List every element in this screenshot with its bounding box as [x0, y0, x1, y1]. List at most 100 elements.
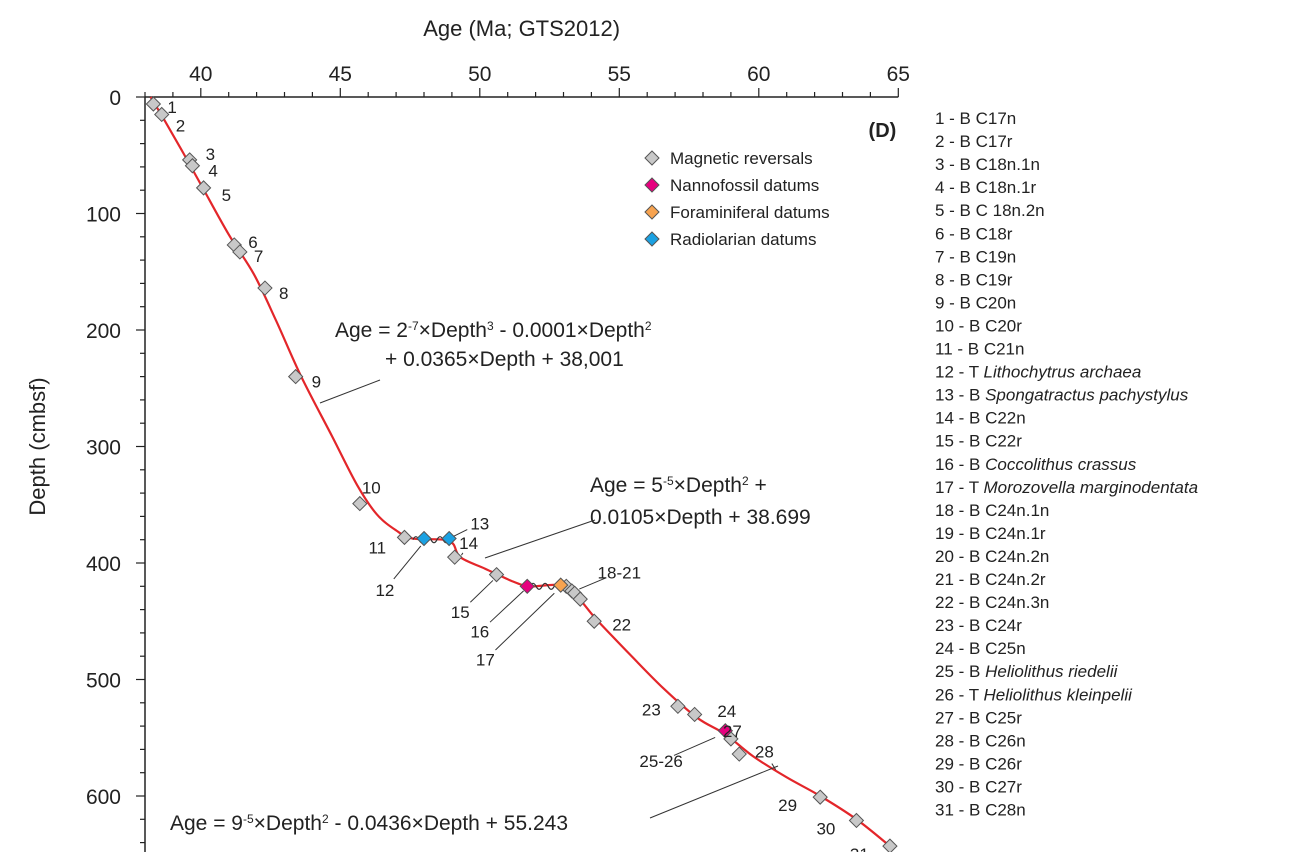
x-tick-label: 60 — [747, 63, 770, 86]
data-point — [553, 577, 569, 593]
datum-text: 18 - B C24n.1n — [935, 501, 1049, 520]
data-point — [257, 280, 273, 296]
data-point — [446, 549, 463, 565]
point-label: 22 — [612, 615, 631, 634]
datum-taxon: Lithochytrus archaea — [984, 363, 1142, 382]
legend-label: Nannofossil datums — [670, 176, 819, 195]
datum-text: 6 - B C18r — [935, 224, 1013, 243]
leader-line — [489, 590, 524, 623]
equation-part: Age = 2 — [335, 319, 408, 342]
datum-text: 22 - B C24n.3n — [935, 593, 1049, 612]
equation-part: -7 — [408, 319, 419, 333]
equation-leader — [484, 519, 596, 559]
datum-text: 27 - B C25r — [935, 708, 1022, 727]
datum-text: 21 - B C24n.2r — [935, 570, 1046, 589]
point-label: 27 — [723, 722, 742, 741]
data-point — [232, 244, 248, 260]
datum-text: 30 - B C27r — [935, 777, 1022, 796]
point-label: 5 — [222, 186, 231, 205]
datum-list-item: 1 - B C17n — [935, 109, 1016, 128]
data-point — [812, 789, 828, 805]
y-tick-label: 500 — [86, 670, 121, 693]
datum-text: 4 - B C18n.1r — [935, 178, 1036, 197]
leader-line — [461, 552, 464, 556]
x-tick-label: 45 — [329, 63, 352, 86]
equation-line: Age = 9-5×Depth2 - 0.0436×Depth + 55.243 — [170, 812, 568, 835]
leader-label: 15 — [451, 603, 470, 622]
legend-label: Radiolarian datums — [670, 230, 816, 249]
data-point — [882, 838, 898, 852]
data-point — [519, 578, 535, 595]
equations-layer: Age = 2-7×Depth3 - 0.0001×Depth2+ 0.0365… — [170, 319, 811, 835]
data-point — [184, 158, 201, 174]
datum-text: 14 - B C22n — [935, 409, 1026, 428]
data-point — [717, 723, 734, 739]
leader-label: 28 — [755, 743, 774, 762]
data-point — [731, 746, 747, 762]
equation-part: ×Depth — [674, 474, 742, 497]
datum-list-item: 5 - B C 18n.2n — [935, 201, 1045, 220]
equation-part: 3 — [487, 319, 494, 333]
datum-text: 29 - B C26r — [935, 754, 1022, 773]
data-point — [287, 368, 304, 385]
datum-list-item: 24 - B C25n — [935, 639, 1026, 658]
datum-text: 24 - B C25n — [935, 639, 1026, 658]
leader-line — [771, 763, 777, 770]
datum-taxon: Heliolithus kleinpelii — [984, 685, 1134, 704]
leader-label: 12 — [375, 581, 394, 600]
datum-list-item: 29 - B C26r — [935, 754, 1022, 773]
leader-line — [579, 577, 607, 590]
equation-line: Age = 2-7×Depth3 - 0.0001×Depth2 — [335, 319, 652, 342]
equation-line: Age = 5-5×Depth2 + — [590, 474, 767, 497]
datum-text: 19 - B C24n.1r — [935, 524, 1046, 543]
panel-label: (D) — [869, 120, 897, 142]
equation-part: -5 — [243, 812, 254, 826]
point-label: 24 — [717, 702, 736, 721]
point-label: 6 — [248, 233, 257, 252]
equation-part: 2 — [645, 319, 652, 333]
datum-text: 28 - B C26n — [935, 731, 1026, 750]
datum-list-item: 17 - T Morozovella marginodentata — [935, 478, 1198, 497]
datum-list-item: 27 - B C25r — [935, 708, 1022, 727]
datum-text: 13 - B — [935, 386, 985, 405]
datum-list-item: 6 - B C18r — [935, 224, 1013, 243]
point-label: 31 — [850, 845, 869, 852]
data-point — [488, 566, 505, 583]
legend-marker — [644, 231, 660, 247]
datum-text: 25 - B — [935, 662, 985, 681]
datum-taxon: Coccolithus crassus — [985, 455, 1137, 474]
point-label: 23 — [642, 700, 661, 719]
datum-list-item: 14 - B C22n — [935, 409, 1026, 428]
legend-label: Magnetic reversals — [670, 149, 813, 168]
datum-list-item: 11 - B C21n — [935, 340, 1024, 359]
datum-list: 1 - B C17n 2 - B C17r 3 - B C18n.1n 4 - B C… — [935, 109, 1198, 820]
equation-part: 2 — [742, 474, 749, 488]
data-point — [686, 706, 703, 723]
datum-list-item: 15 - B C22r — [935, 432, 1022, 451]
datum-text: 7 - B C19n — [935, 247, 1016, 266]
data-point — [154, 106, 170, 123]
datum-list-item: 12 - T Lithochytrus archaea — [935, 363, 1141, 382]
leader-label: 25-26 — [639, 752, 682, 771]
point-label: 4 — [208, 162, 217, 181]
datum-list-item: 19 - B C24n.1r — [935, 524, 1046, 543]
datum-taxon: Morozovella marginodentata — [984, 478, 1199, 497]
leader-line — [470, 580, 494, 603]
data-point — [670, 698, 686, 715]
datum-list-item: 23 - B C24r — [935, 616, 1022, 635]
equation-part: + — [749, 474, 767, 497]
datum-list-item: 30 - B C27r — [935, 777, 1022, 796]
data-point — [572, 591, 588, 607]
legend-marker — [644, 150, 660, 166]
datum-list-item: 28 - B C26n — [935, 731, 1026, 750]
x-axis-title: Age (Ma; GTS2012) — [423, 16, 620, 41]
datum-list-item: 31 - B C28n — [935, 801, 1026, 820]
x-tick-label: 55 — [608, 63, 631, 86]
y-tick-label: 400 — [86, 553, 121, 576]
datum-list-item: 18 - B C24n.1n — [935, 501, 1049, 520]
data-point — [441, 530, 457, 547]
datum-taxon: Spongatractus pachystylus — [985, 386, 1189, 405]
legend-marker — [644, 204, 660, 220]
datum-text: 9 - B C20n — [935, 293, 1016, 312]
